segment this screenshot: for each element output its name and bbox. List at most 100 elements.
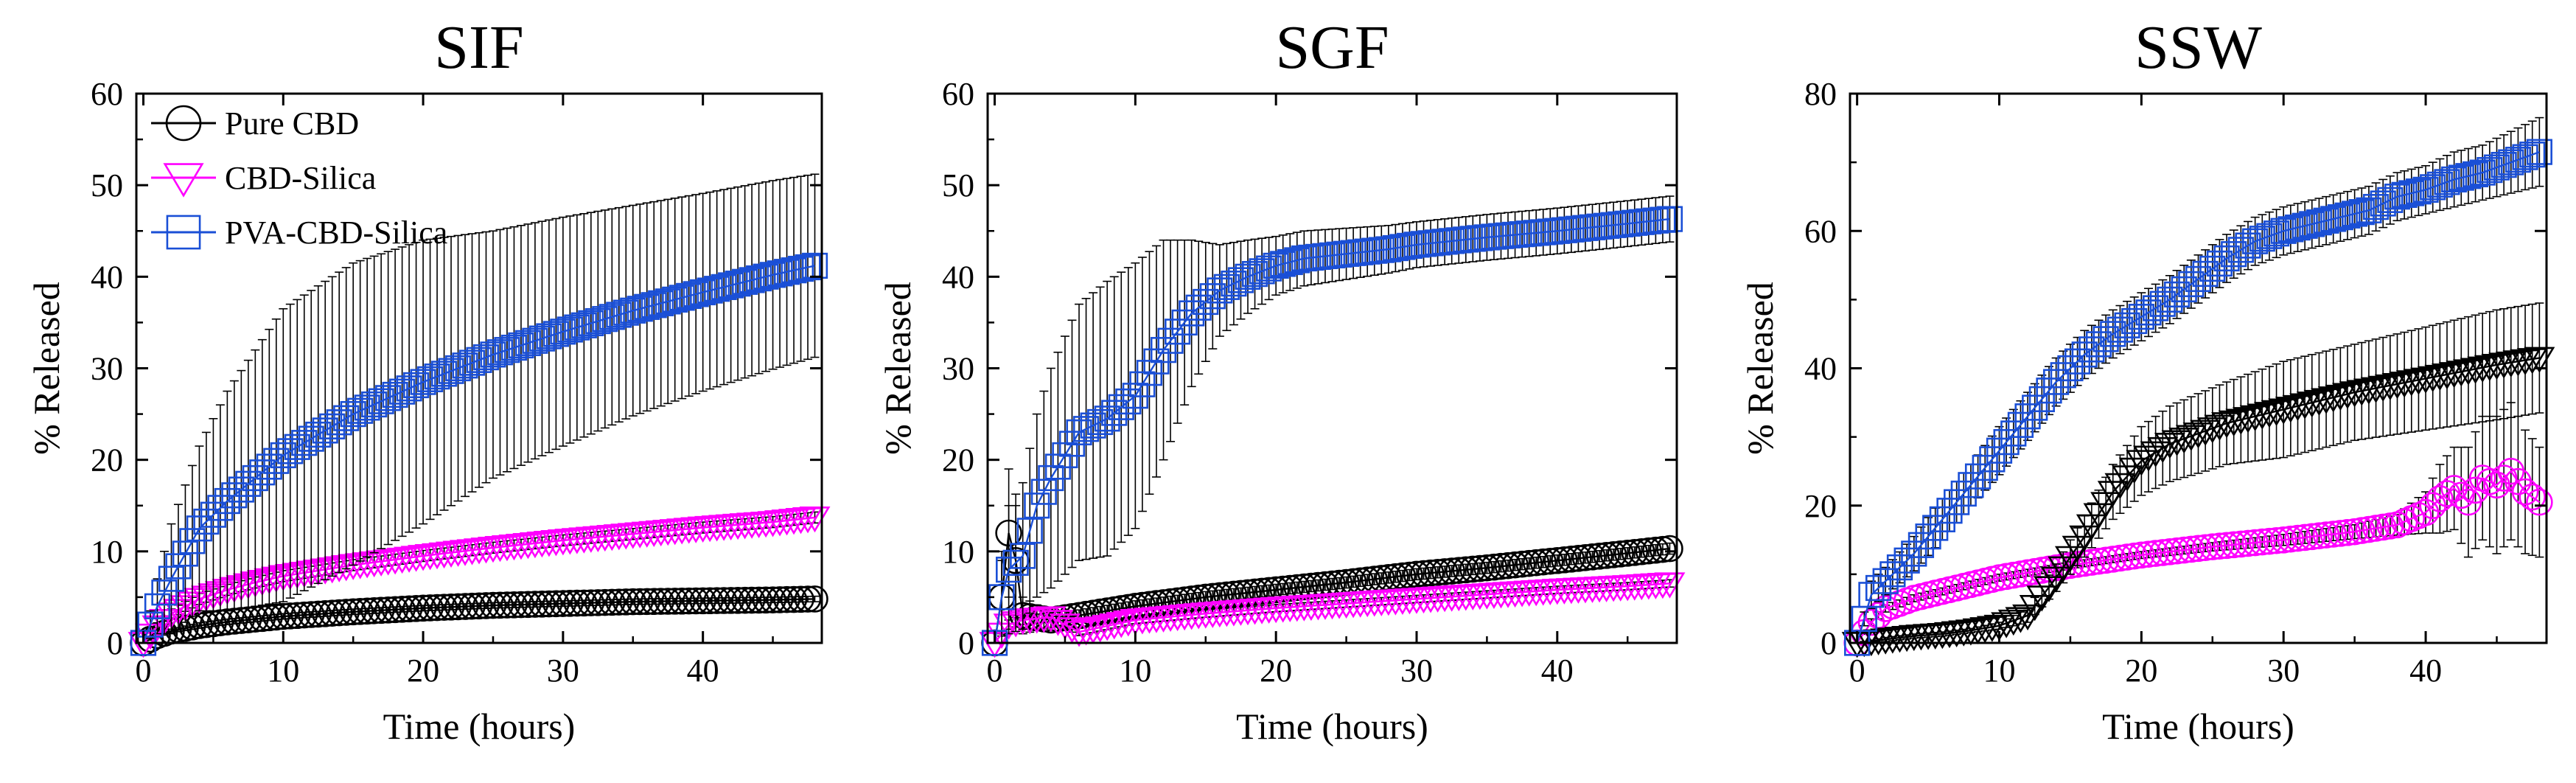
data-point [1150,337,1177,363]
data-point [1206,582,1234,610]
data-point [1607,540,1634,568]
data-point [361,391,388,418]
data-point [1621,538,1649,566]
data-point [430,594,458,621]
data-point [256,604,283,632]
x-tick-label: 0 [1849,652,1865,689]
data-point [200,501,227,528]
data-point [1886,554,1913,581]
data-point [2391,181,2418,208]
data-point [479,591,507,619]
data-point [564,314,590,341]
x-ticks: 0 10 20 30 40 [1849,94,2498,689]
data-point [2426,485,2454,512]
data-point [2452,359,2484,386]
data-point [144,593,171,619]
data-point [500,591,528,619]
data-point [2526,139,2552,165]
data-point [1382,234,1409,262]
data-point [745,265,772,292]
data-point [2022,394,2048,421]
data-point [360,596,388,624]
data-point [1656,535,1683,563]
data-point [2289,393,2321,420]
y-tick-label: 20 [1804,488,1837,524]
data-point [2526,488,2553,516]
data-point [1078,618,1109,644]
data-point [1656,206,1683,232]
data-point [1593,541,1620,569]
series-pva-cbd-silica [981,195,1683,656]
data-point [2353,378,2384,405]
data-point [2253,402,2285,428]
y-axis-label: % Released [26,282,67,455]
data-point [2156,538,2184,566]
data-point [2118,457,2150,484]
y-ticks: 0 10 20 30 40 50 60 [91,76,822,661]
data-point [423,594,451,622]
data-point [1522,549,1550,577]
legend-label: PVA-CBD-Silica [225,215,447,251]
data-point [276,602,304,630]
data-point [711,274,737,300]
data-point [2147,436,2179,464]
data-point [1473,554,1501,582]
data-point [2339,381,2370,408]
data-point [773,585,800,613]
data-point [2204,414,2235,441]
data-point [759,586,786,613]
data-point [549,590,577,617]
chart-title: SSW [2135,13,2262,82]
data-point [570,312,597,338]
data-point [542,321,570,347]
x-ticks: 0 10 20 30 40 [987,94,1629,689]
data-point [2182,422,2214,449]
data-point [766,586,794,613]
data-point [1599,541,1627,568]
data-point [2092,546,2120,574]
data-point [2133,445,2164,472]
data-point [2220,531,2248,559]
chart-panels: SIF 0 10 20 30 40 0 10 20 30 40 50 60 Time (hours) % R… [26,13,2555,747]
data-point [2112,465,2143,492]
data-point [2161,430,2193,456]
data-point [2185,535,2212,563]
data-point [2311,388,2342,414]
data-point [1642,536,1669,564]
data-point [354,394,380,421]
data-point [1087,408,1114,436]
data-point [1284,247,1310,274]
data-point [606,302,632,328]
data-point [514,591,542,619]
data-point [542,590,570,618]
data-point [2495,351,2527,378]
data-point [466,347,492,373]
data-point [1993,428,2020,456]
data-point [339,598,367,626]
data-point [2296,392,2328,418]
series-line [142,265,815,644]
data-point [1410,560,1437,588]
data-point [2199,533,2227,560]
data-point [1255,577,1282,605]
data-point [318,599,346,627]
data-point [1529,548,1557,576]
data-point [2190,420,2221,446]
data-point [2291,212,2318,239]
data-point [375,385,402,411]
data-point [1857,608,1885,636]
data-point [2113,543,2141,571]
data-point [731,268,758,295]
data-point [465,592,493,620]
y-tick-label: 10 [91,534,123,570]
data-point [801,585,828,613]
data-point [2342,201,2368,227]
data-point [1972,454,1998,481]
data-point [654,588,682,615]
data-point [1431,558,1459,585]
data-point [1297,572,1325,600]
data-point [696,587,724,615]
data-point [2149,290,2176,317]
data-point [2510,349,2541,376]
data-point [1635,537,1663,565]
